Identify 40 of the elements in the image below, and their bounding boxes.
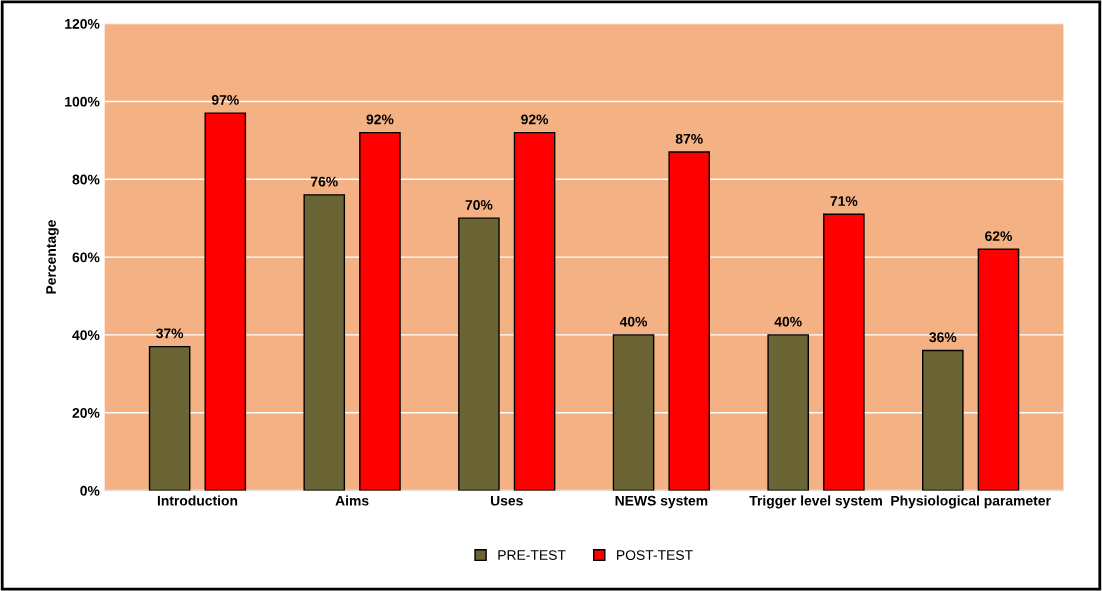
data-label: 37% <box>156 328 184 339</box>
data-label: 40% <box>619 316 648 327</box>
data-label: 97% <box>211 94 239 105</box>
data-label: 76% <box>310 176 338 187</box>
bar <box>458 217 500 491</box>
x-tick-label: Aims <box>335 495 369 506</box>
data-label: 70% <box>465 200 493 210</box>
y-tick-label: 80% <box>72 174 100 185</box>
y-tick-label: 120% <box>65 18 100 29</box>
data-label: 36% <box>929 332 957 343</box>
y-tick-label: 0% <box>80 485 100 496</box>
legend-label: POST-TEST <box>617 550 693 560</box>
x-tick-label: Uses <box>490 495 523 506</box>
x-tick-label: NEWS system <box>615 495 708 509</box>
bar <box>513 131 556 491</box>
data-label: 92% <box>366 114 394 125</box>
bar <box>148 345 191 491</box>
y-axis-title: Percentage <box>46 220 59 294</box>
y-tick-label: 60% <box>72 252 100 263</box>
x-tick-label: Introduction <box>157 495 238 506</box>
x-tick-label: Physiological parameter <box>891 495 1051 509</box>
bar <box>204 112 247 491</box>
data-label: 71% <box>830 196 858 206</box>
data-label: 40% <box>774 316 802 327</box>
legend-label: PRE-TEST <box>498 550 566 560</box>
bar <box>823 213 865 491</box>
y-tick-label: 40% <box>72 330 100 341</box>
bar <box>977 248 1020 491</box>
data-label: 92% <box>521 114 549 125</box>
bar <box>612 334 655 491</box>
bar <box>922 349 964 491</box>
y-tick-label: 20% <box>72 408 100 418</box>
bar <box>668 151 711 491</box>
data-label: 87% <box>675 133 703 144</box>
bar <box>767 334 809 491</box>
x-tick-label: Trigger level system <box>749 495 882 509</box>
bar <box>359 131 401 491</box>
y-tick-label: 100% <box>65 96 100 107</box>
data-label: 62% <box>985 231 1013 241</box>
bar <box>303 194 346 491</box>
